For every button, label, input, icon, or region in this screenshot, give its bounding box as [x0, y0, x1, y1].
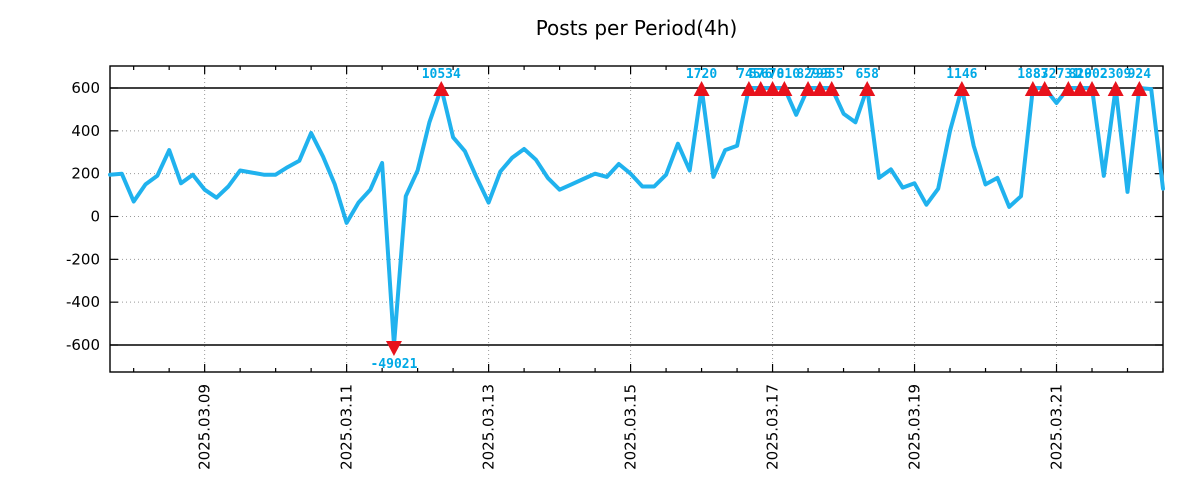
max-peak-value-label: 658: [855, 67, 879, 82]
max-peak-value-label: 745: [737, 67, 760, 82]
max-peak-marker-icon: [1072, 81, 1089, 96]
max-peak-marker-icon: [823, 81, 840, 96]
y-axis-tick-label: 600: [71, 79, 100, 97]
max-peak-marker-icon: [693, 81, 710, 96]
max-peak-marker-icon: [1024, 81, 1041, 96]
max-peak-value-label: 1002: [1076, 67, 1107, 82]
max-peak-marker-icon: [1107, 81, 1124, 96]
y-axis-tick-label: -600: [66, 336, 100, 354]
x-axis-date-label: 2025.03.09: [196, 384, 214, 470]
y-axis-tick-label: 0: [90, 208, 100, 226]
max-peak-marker-icon: [859, 81, 876, 96]
max-peak-value-label: 1146: [946, 67, 977, 82]
y-axis-tick-label: -400: [66, 293, 100, 311]
max-peak-value-label: 1883: [1017, 67, 1048, 82]
max-peak-value-label: 872: [1033, 67, 1056, 82]
max-peak-value-label: 731: [1057, 67, 1081, 82]
max-peak-marker-icon: [800, 81, 817, 96]
x-axis-date-label: 2025.03.13: [480, 384, 498, 470]
max-peak-value-label: 1720: [686, 67, 717, 82]
max-peak-marker-icon: [764, 81, 781, 96]
x-axis-date-label: 2025.03.11: [338, 384, 356, 470]
max-peak-value-label: 7010: [769, 67, 800, 82]
max-peak-marker-icon: [953, 81, 970, 96]
max-peak-value-label: 795: [808, 67, 831, 82]
max-peak-marker-icon: [433, 81, 450, 96]
max-peak-value-label: 678: [761, 67, 785, 82]
x-axis-date-label: 2025.03.17: [764, 384, 782, 470]
max-peak-marker-icon: [1084, 81, 1101, 96]
posts-series-line: [108, 86, 1165, 347]
plot-frame: [109, 65, 1164, 373]
max-peak-marker-icon: [740, 81, 757, 96]
max-peak-value-label: 955: [820, 67, 843, 82]
max-peak-marker-icon: [1060, 81, 1077, 96]
max-peak-value-label: 924: [1128, 67, 1152, 82]
max-peak-marker-icon: [1131, 81, 1148, 96]
chart-title: Posts per Period(4h): [535, 16, 738, 40]
max-peak-value-label: 576: [749, 67, 773, 82]
max-peak-value-label: 2309: [1100, 67, 1131, 82]
max-peak-marker-icon: [811, 81, 828, 96]
max-peak-value-label: 829: [796, 67, 819, 82]
max-peak-marker-icon: [1036, 81, 1053, 96]
y-axis-tick-label: 400: [71, 122, 100, 140]
x-axis-date-label: 2025.03.21: [1048, 384, 1066, 470]
min-peak-marker-icon: [385, 341, 402, 356]
max-peak-value-label: 10534: [422, 67, 461, 82]
x-axis-date-label: 2025.03.19: [906, 384, 924, 470]
max-peak-value-label: 829: [1068, 67, 1091, 82]
max-peak-marker-icon: [776, 81, 793, 96]
max-peak-marker-icon: [752, 81, 769, 96]
min-peak-value-label: -49021: [370, 357, 417, 372]
y-axis-tick-label: 200: [71, 165, 100, 183]
y-axis-tick-label: -200: [66, 250, 100, 268]
x-axis-date-label: 2025.03.15: [622, 384, 640, 470]
